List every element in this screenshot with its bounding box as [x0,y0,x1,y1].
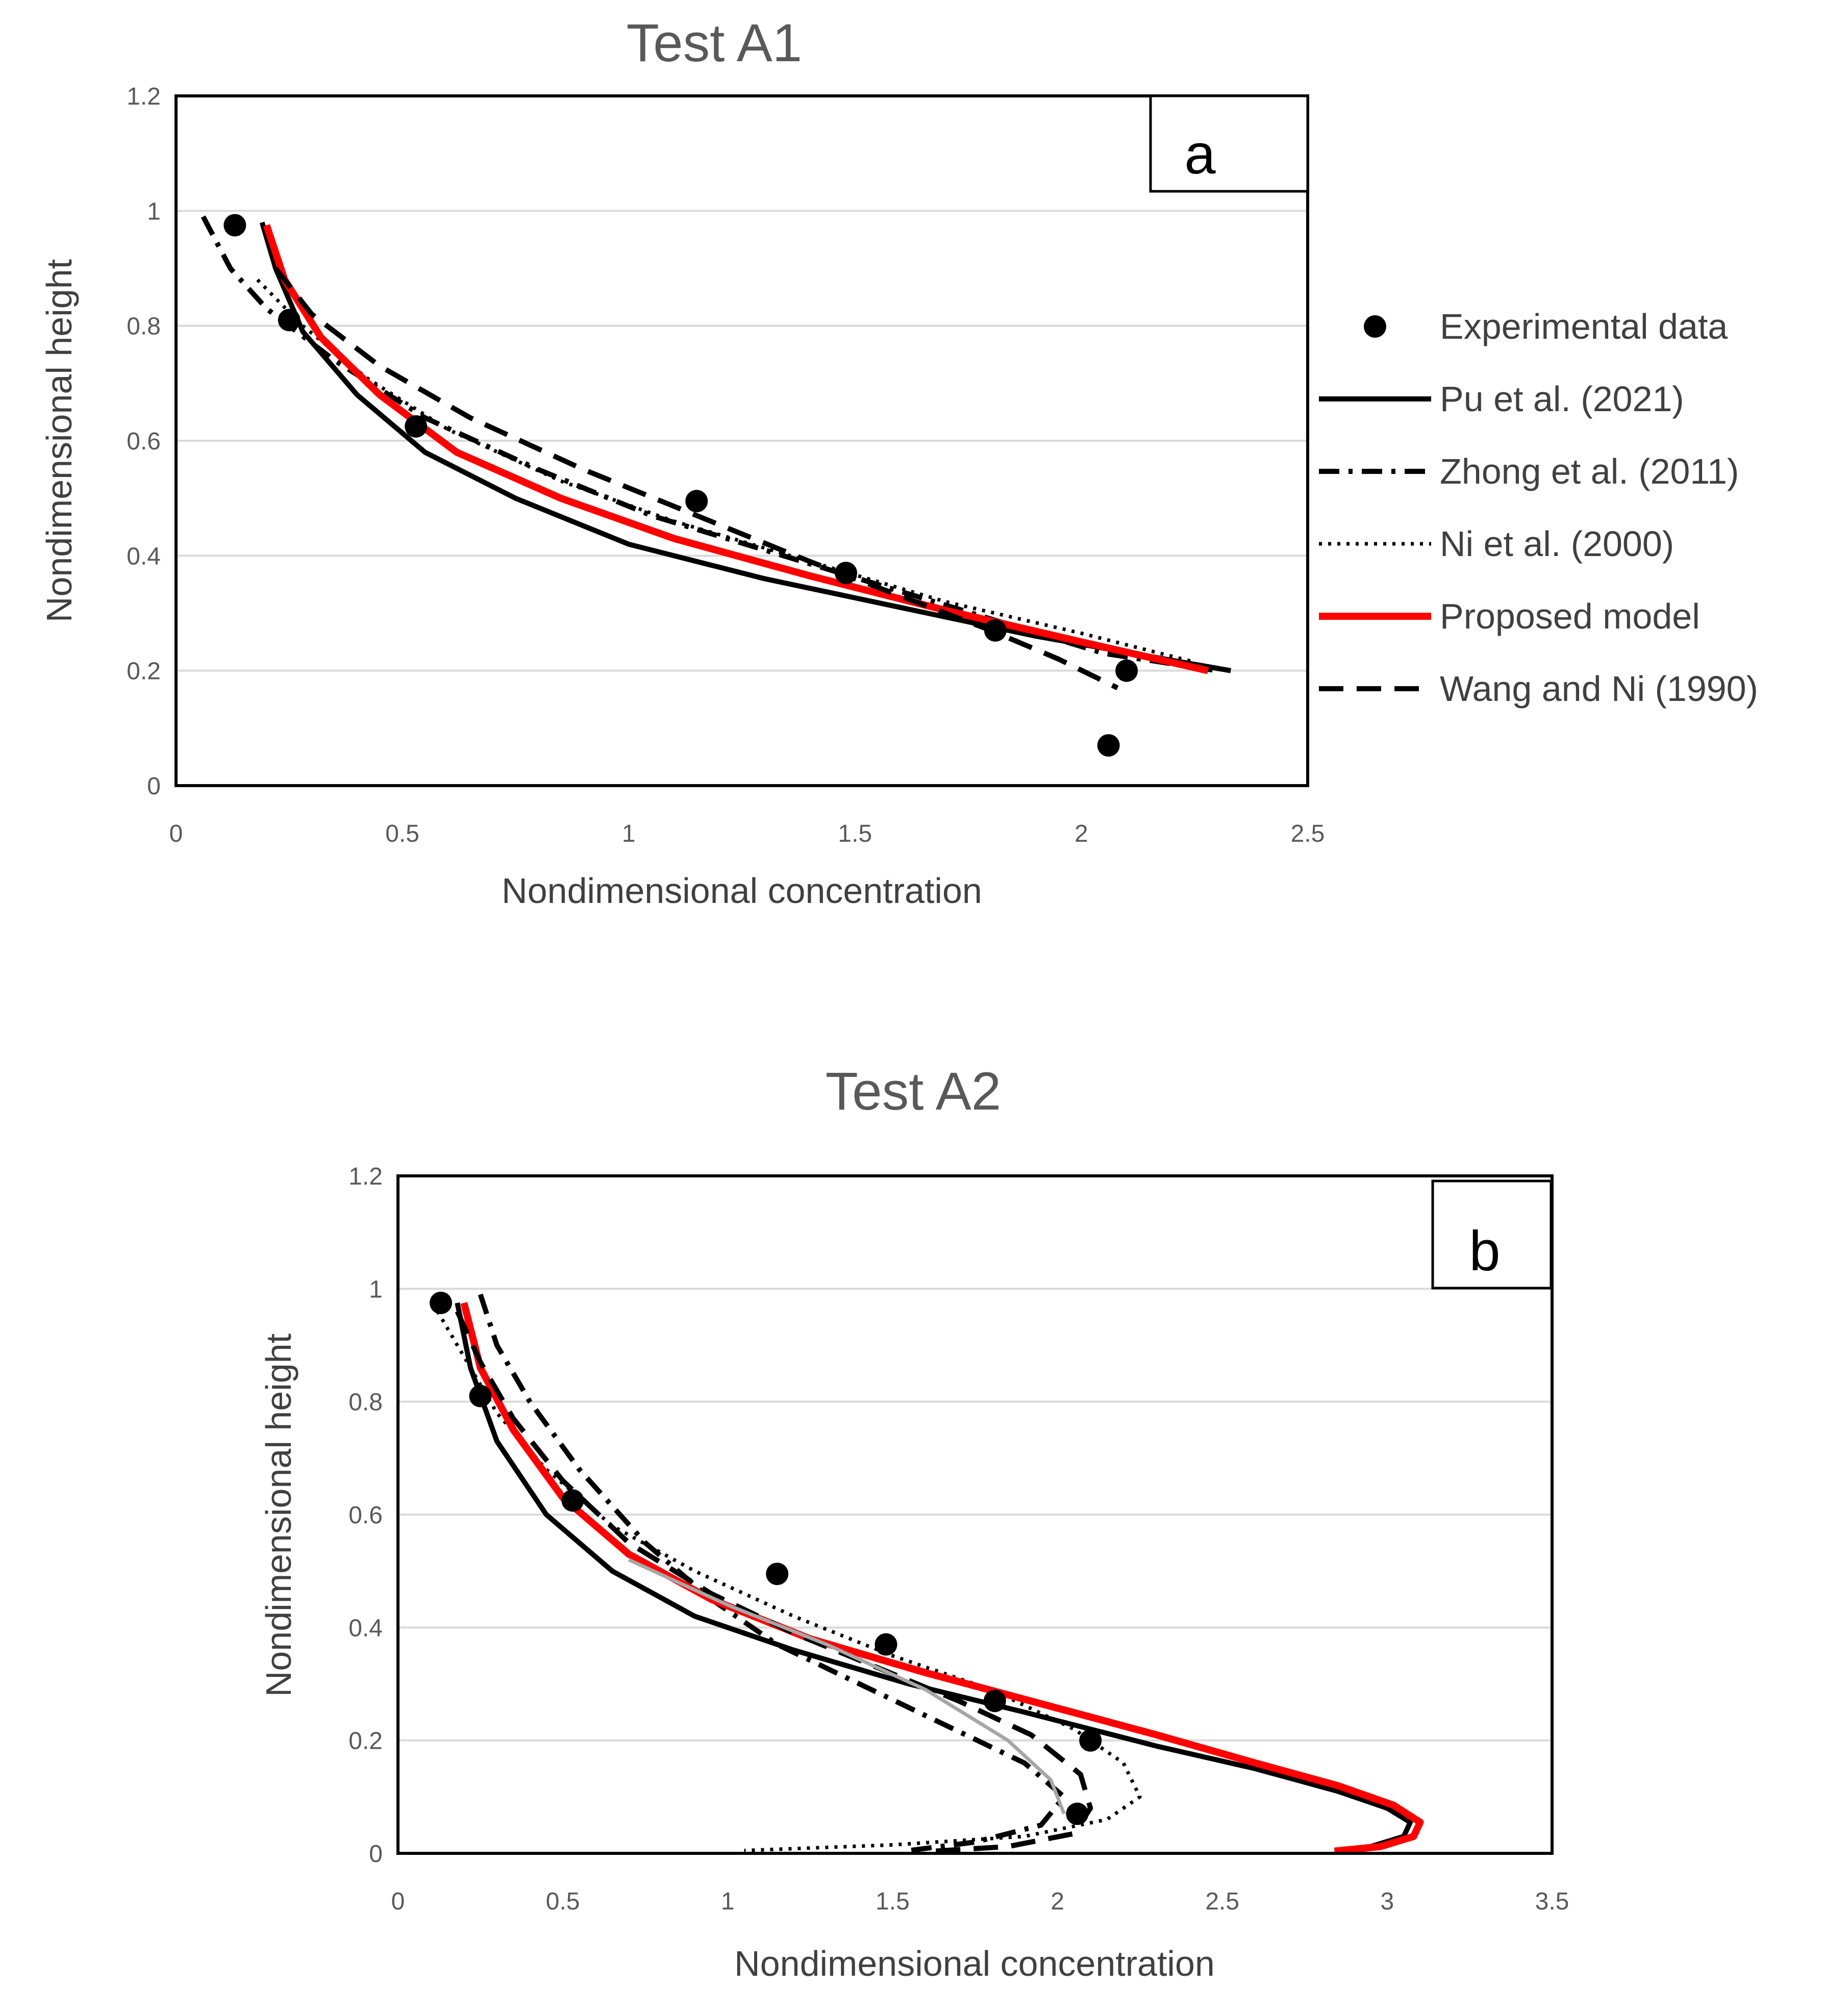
series-line-zhong-et-al-2011 [478,1293,1067,1853]
experimental-points [430,1292,1102,1825]
experimental-point [875,1633,897,1656]
legend-entry-ni-et-al-2000: Ni et al. (2000) [1319,524,1674,564]
x-tick-labels: 0 0.5 1 1.5 2 2.5 [169,820,1325,847]
experimental-point [1079,1729,1102,1752]
series-line-wang-and-ni-1990 [273,266,1119,690]
experimental-point [685,490,708,513]
x-tick-label: 0 [169,820,183,847]
x-tick-label: 1 [721,1888,735,1915]
series-line-proposed-model [460,1302,1424,1855]
experimental-point [983,1690,1006,1713]
chart-panel-b: Test A2 0 0.2 0.4 0.6 0.8 1 1.2 0 0.5 1 1.5 2 2.5 3 3… [259,1062,1569,1983]
plot-area-border [396,1174,1554,1855]
experimental-point [469,1385,492,1407]
chart-panel-a: Test A1 0 0.2 0.4 0.6 0.8 1 1.2 0 0.5 1 1.5 2 2.5 a… [39,13,1758,911]
y-tick-label: 0.8 [348,1389,383,1416]
legend-entry-zhong-et-al-2011: Zhong et al. (2011) [1319,451,1739,491]
series-line-pu-et-al-2021 [455,1302,1413,1853]
x-tick-label: 3 [1381,1888,1394,1915]
x-axis-label: Nondimensional concentration [502,871,982,911]
series-line-unlabeled-grey-curve [628,1558,1066,1815]
x-tick-label: 1.5 [838,820,872,847]
y-tick-label: 0 [147,773,161,800]
x-tick-label: 2 [1051,1888,1064,1915]
series-lines [436,1293,1424,1855]
panel-label: a [1184,123,1216,186]
panel-label-box [1149,94,1309,193]
x-tick-labels: 0 0.5 1 1.5 2 2.5 3 3.5 [391,1888,1569,1915]
legend: Experimental data Pu et al. (2021) Zhong e… [1319,307,1758,709]
y-tick-label: 0 [369,1841,383,1868]
legend-label: Ni et al. (2000) [1440,524,1674,564]
y-tick-label: 0.6 [348,1502,383,1529]
series-line-zhong-et-al-2011 [201,215,1218,673]
y-tick-label: 0.4 [127,543,161,570]
experimental-point [278,309,301,332]
experimental-point [984,619,1007,642]
chart-title: Test A2 [826,1062,1001,1121]
y-tick-label: 0.8 [127,313,161,340]
experimental-point [1066,1802,1089,1825]
chart-title: Test A1 [627,13,802,73]
y-tick-label: 0.2 [127,658,161,685]
experimental-point [1097,734,1120,757]
legend-marker [1364,315,1386,338]
legend-label: Experimental data [1440,307,1728,346]
y-tick-labels: 0 0.2 0.4 0.6 0.8 1 1.2 [348,1163,383,1868]
x-tick-label: 1.5 [876,1888,910,1915]
y-axis-label: Nondimensional height [259,1334,298,1697]
legend-label: Wang and Ni (1990) [1440,669,1758,709]
x-tick-label: 2.5 [1205,1888,1239,1915]
experimental-point [223,214,246,237]
panel-label-box [1431,1179,1553,1290]
experimental-point [835,562,858,585]
legend-entry-pu-et-al-2021: Pu et al. (2021) [1319,379,1684,419]
legend-entry-experimental-data: Experimental data [1364,307,1728,346]
y-tick-label: 1 [369,1276,383,1303]
legend-entry-proposed-model: Proposed model [1319,596,1700,636]
experimental-point [405,415,428,438]
x-axis-label: Nondimensional concentration [734,1944,1215,1983]
x-tick-label: 0 [391,1888,405,1915]
experimental-point [1115,659,1138,682]
experimental-point [766,1563,789,1586]
y-tick-label: 0.2 [348,1728,383,1755]
panel-label: b [1469,1220,1500,1282]
y-tick-labels: 0 0.2 0.4 0.6 0.8 1 1.2 [127,83,161,800]
legend-label: Proposed model [1440,596,1700,636]
x-tick-label: 3.5 [1535,1888,1569,1915]
plot-area-border [174,94,1309,787]
series-line-ni-et-al-2000 [436,1310,1142,1852]
x-tick-label: 2 [1075,820,1088,847]
legend-label: Zhong et al. (2011) [1440,451,1739,491]
experimental-points [223,214,1138,757]
x-tick-label: 2.5 [1291,820,1325,847]
y-tick-label: 0.6 [127,428,161,455]
x-tick-label: 1 [622,820,636,847]
x-tick-label: 0.5 [546,1888,580,1915]
legend-label: Pu et al. (2021) [1440,379,1684,419]
legend-entry-wang-and-ni-1990: Wang and Ni (1990) [1319,669,1758,709]
y-tick-label: 0.4 [348,1615,383,1642]
experimental-point [561,1489,584,1512]
y-tick-label: 1.2 [127,83,161,110]
x-tick-label: 0.5 [385,820,419,847]
y-tick-label: 1 [147,198,161,225]
y-tick-label: 1.2 [348,1163,383,1190]
experimental-point [430,1292,453,1314]
y-axis-label: Nondimensional height [39,259,79,622]
